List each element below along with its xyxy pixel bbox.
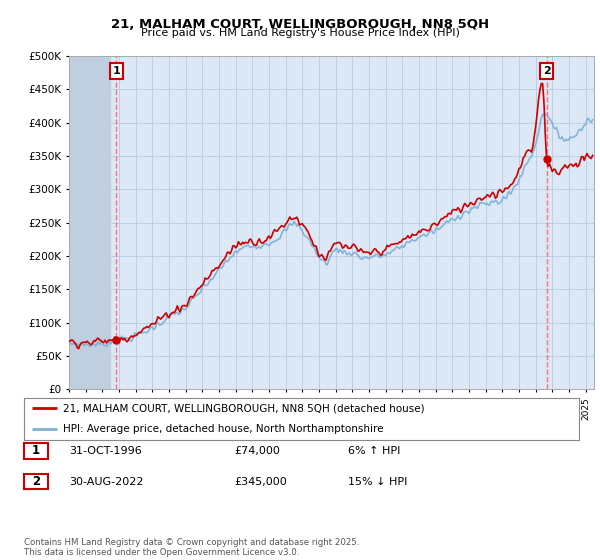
Text: Contains HM Land Registry data © Crown copyright and database right 2025.
This d: Contains HM Land Registry data © Crown c… bbox=[24, 538, 359, 557]
Text: HPI: Average price, detached house, North Northamptonshire: HPI: Average price, detached house, Nort… bbox=[63, 424, 383, 434]
Text: 15% ↓ HPI: 15% ↓ HPI bbox=[348, 477, 407, 487]
Text: 6% ↑ HPI: 6% ↑ HPI bbox=[348, 446, 400, 456]
Text: 31-OCT-1996: 31-OCT-1996 bbox=[69, 446, 142, 456]
Text: 1: 1 bbox=[112, 66, 120, 76]
Text: £345,000: £345,000 bbox=[234, 477, 287, 487]
Text: 1: 1 bbox=[32, 444, 40, 458]
Text: £74,000: £74,000 bbox=[234, 446, 280, 456]
Text: 21, MALHAM COURT, WELLINGBOROUGH, NN8 5QH (detached house): 21, MALHAM COURT, WELLINGBOROUGH, NN8 5Q… bbox=[63, 403, 424, 413]
Bar bbox=[69, 56, 110, 389]
Text: 21, MALHAM COURT, WELLINGBOROUGH, NN8 5QH: 21, MALHAM COURT, WELLINGBOROUGH, NN8 5Q… bbox=[111, 18, 489, 31]
Text: 2: 2 bbox=[543, 66, 551, 76]
Text: 2: 2 bbox=[32, 475, 40, 488]
Text: 30-AUG-2022: 30-AUG-2022 bbox=[69, 477, 143, 487]
Text: Price paid vs. HM Land Registry's House Price Index (HPI): Price paid vs. HM Land Registry's House … bbox=[140, 28, 460, 38]
